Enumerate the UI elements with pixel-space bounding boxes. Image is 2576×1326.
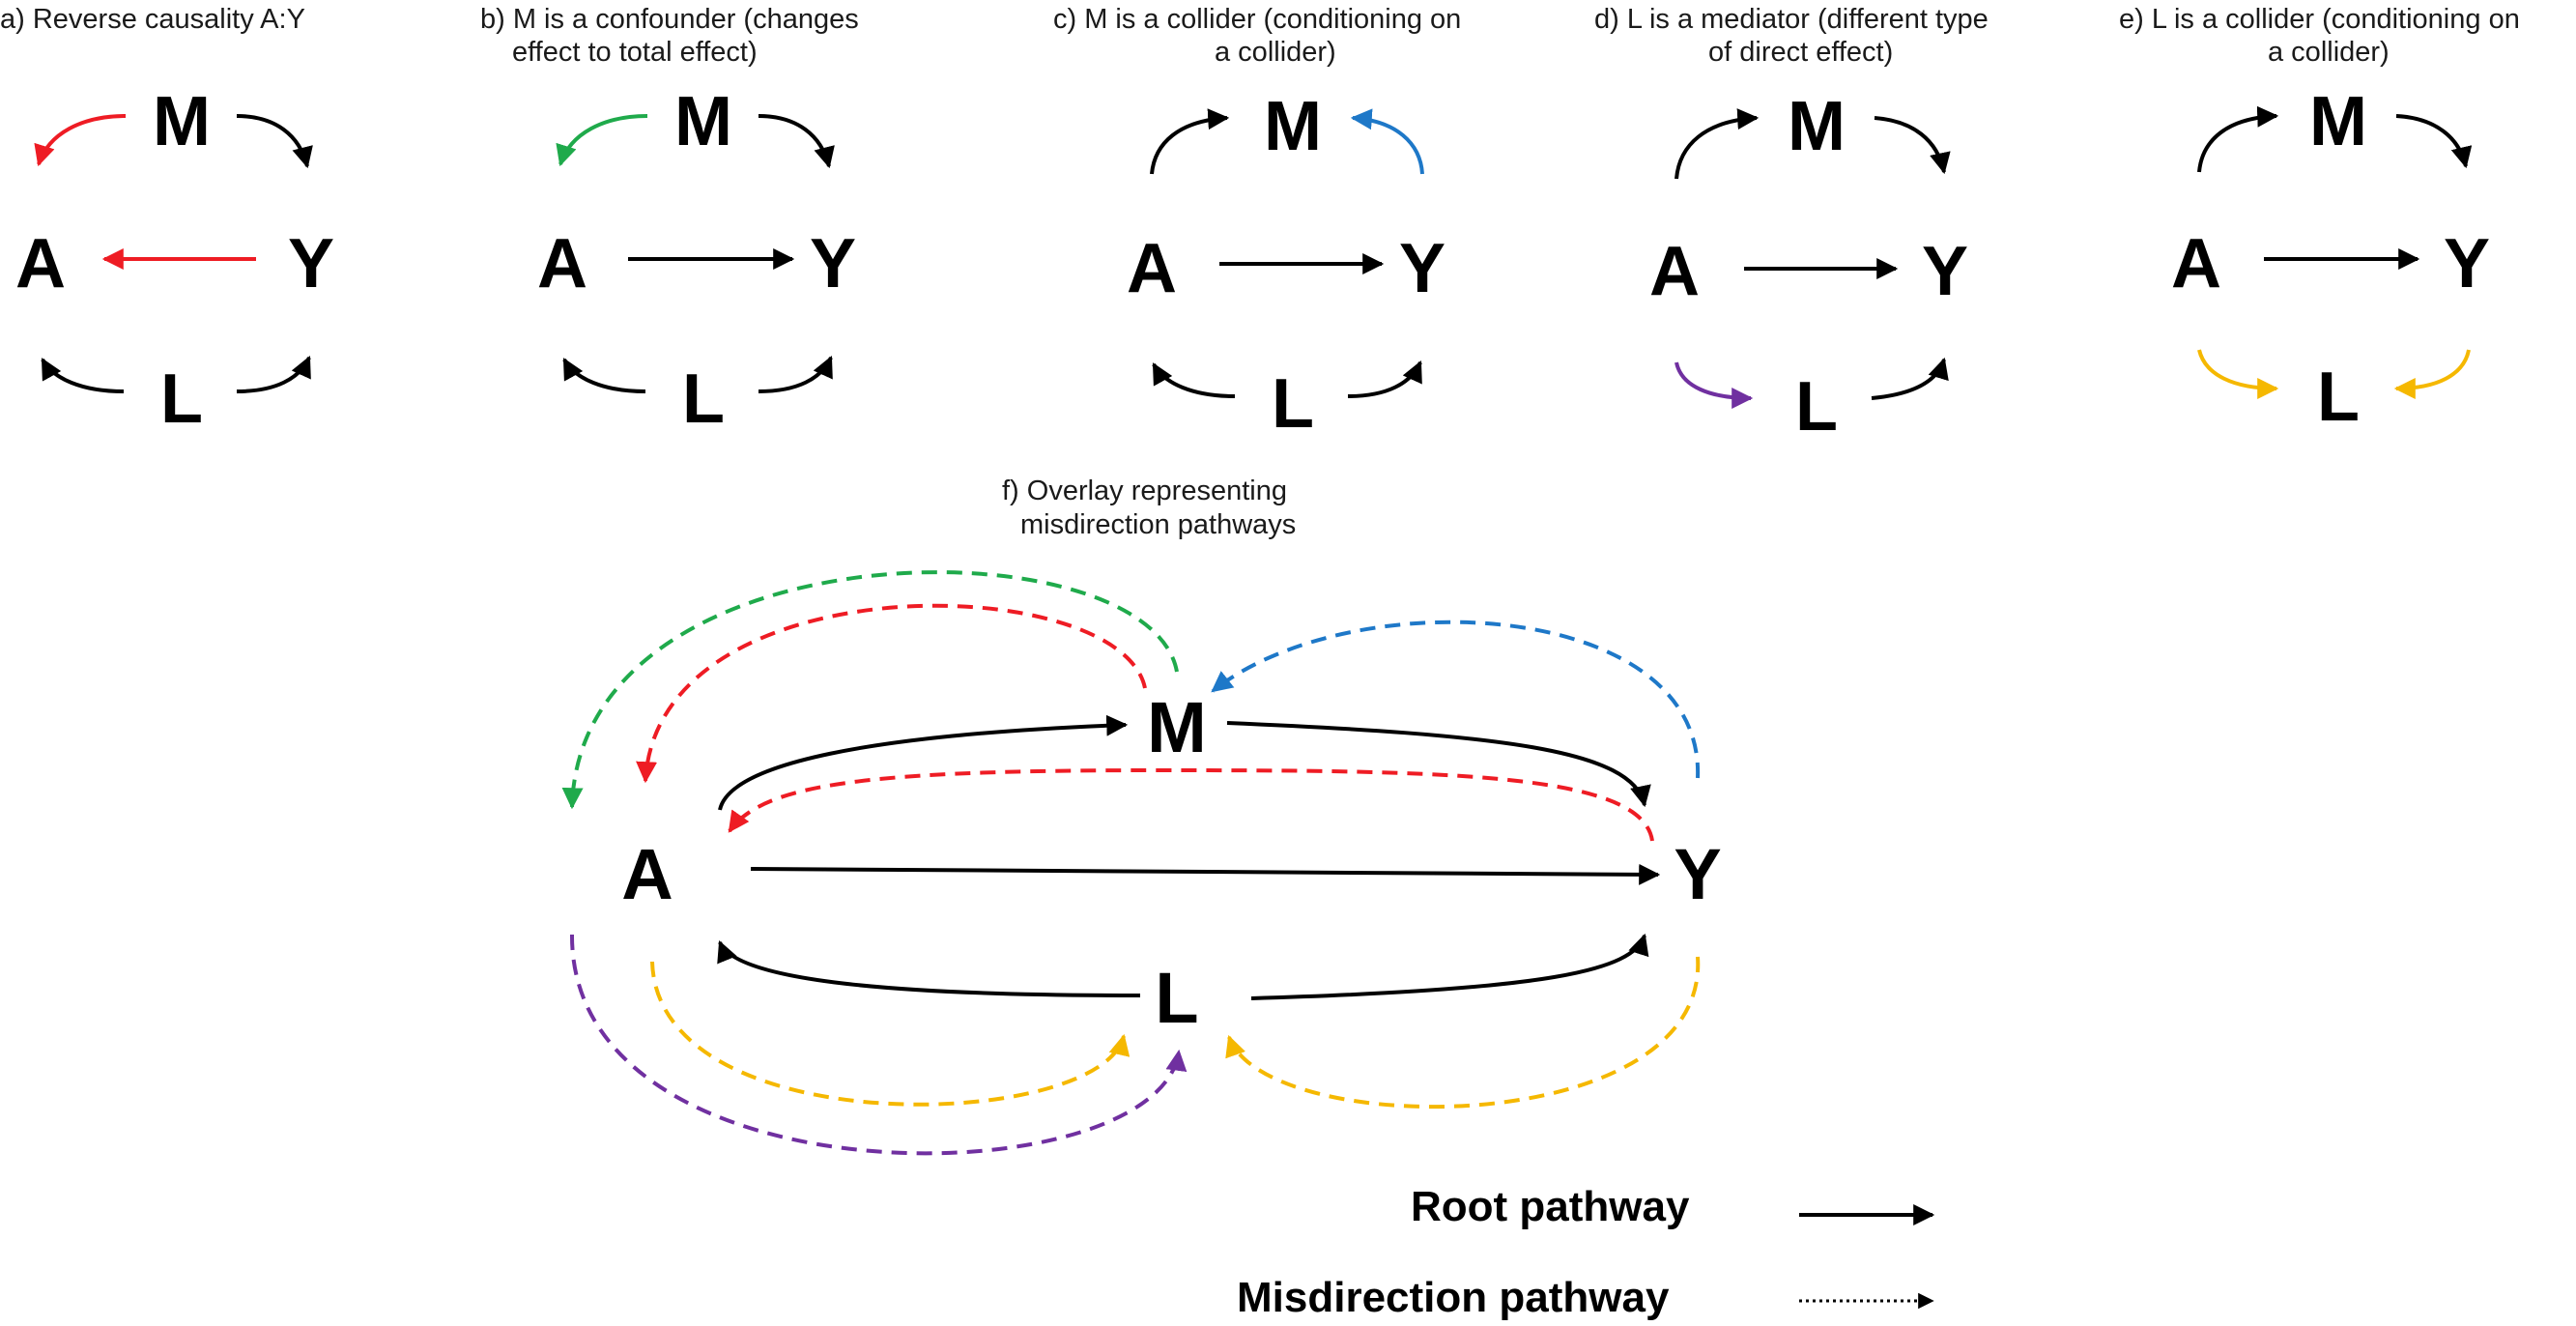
panel-c-arrow-l-y	[1347, 360, 1422, 398]
panel-b-node-m: M	[674, 83, 732, 160]
panel-e-arrow-a-l	[2197, 349, 2279, 399]
panel-e-title-line2: a collider)	[2268, 37, 2390, 68]
panel-f-red-dashed-arrow-y-a	[728, 767, 1654, 842]
panel-e-node-a: A	[2171, 225, 2221, 303]
panel-a-arrow-m-a	[34, 114, 127, 167]
panel-d-arrow-l-y	[1871, 357, 1949, 400]
panel-f-green-dashed-arrow-m-a	[561, 570, 1179, 810]
panel-a-arrow-l-y	[236, 355, 311, 393]
panel-f-node-a: A	[621, 834, 673, 914]
legend-misdirection-label: Misdirection pathway	[1237, 1274, 1670, 1321]
panel-e-node-l: L	[2317, 359, 2360, 436]
panel-f-root-arrow-a-m	[718, 714, 1129, 811]
panel-b-node-l: L	[682, 360, 725, 438]
panel-e-arrow-y-l	[2393, 349, 2471, 399]
panel-f-node-y: Y	[1674, 834, 1721, 914]
panel-d-node-y: Y	[1922, 233, 1968, 310]
panel-a-title: a) Reverse causality A:Y	[0, 4, 305, 35]
panel-b-node-a: A	[537, 225, 587, 303]
panel-f-red-dashed-arrow-m-a	[636, 603, 1147, 784]
panel-f-root-arrow-m-y	[1226, 721, 1651, 808]
panel-b-arrow-l-y	[758, 355, 833, 393]
panel-c-title-line1: c) M is a collider (conditioning on	[1053, 4, 1461, 35]
panel-d-title-line1: d) L is a mediator (different type	[1594, 4, 1989, 35]
panel-d-arrow-a-l	[1674, 361, 1754, 409]
panel-a: a) Reverse causality A:Y M A Y L	[0, 4, 334, 438]
panel-b-arrow-m-y	[758, 114, 835, 169]
panel-a-node-a: A	[15, 225, 66, 303]
panel-f-blue-dashed-arrow-y-m	[1211, 620, 1701, 779]
panel-f-title-line2: misdirection pathways	[1020, 509, 1296, 540]
panel-e-title-line1: e) L is a collider (conditioning on	[2119, 4, 2520, 35]
panel-d: d) L is a mediator (different type of di…	[1594, 4, 1989, 446]
panel-f-node-m: M	[1147, 687, 1207, 767]
legend: Root pathway Misdirection pathway	[1237, 1183, 1935, 1321]
panel-d-title-line2: of direct effect)	[1708, 37, 1893, 68]
panel-a-node-l: L	[160, 360, 203, 438]
panel-e-node-m: M	[2309, 83, 2367, 160]
panel-c: c) M is a collider (conditioning on a co…	[1053, 4, 1461, 443]
panel-c-node-a: A	[1127, 230, 1177, 307]
panel-b-arrow-m-a	[556, 114, 648, 167]
panel-e-arrow-m-y	[2395, 114, 2473, 169]
panel-e-arrow-a-m	[2197, 105, 2279, 173]
panel-f-root-arrow-l-y	[1250, 933, 1649, 1000]
panel-f-title-line1: f) Overlay representing	[1002, 476, 1287, 506]
panel-d-node-a: A	[1649, 233, 1700, 310]
panel-e-node-y: Y	[2444, 225, 2490, 303]
panel-b-title-line2: effect to total effect)	[512, 37, 758, 68]
panel-c-arrow-l-a	[1152, 362, 1236, 398]
panel-d-arrow-a-m	[1674, 108, 1760, 180]
panel-c-node-m: M	[1264, 88, 1322, 165]
panel-b-arrow-l-a	[562, 358, 646, 393]
panel-f-node-l: L	[1155, 958, 1198, 1038]
panel-f-yellow-dashed-arrow-a-l	[650, 961, 1131, 1107]
panel-c-arrow-a-m	[1150, 108, 1230, 175]
panel-f-yellow-dashed-arrow-y-l	[1225, 956, 1701, 1110]
panel-f-root-arrow-a-y	[750, 863, 1661, 885]
panel-c-node-l: L	[1272, 365, 1314, 443]
panel-c-title-line2: a collider)	[1215, 37, 1336, 68]
panel-f-purple-dashed-arrow-a-l	[569, 934, 1188, 1156]
panel-b-node-y: Y	[810, 225, 856, 303]
panel-b-title-line1: b) M is a confounder (changes	[480, 4, 859, 35]
panel-a-node-m: M	[153, 83, 211, 160]
panel-e: e) L is a collider (conditioning on a co…	[2119, 4, 2520, 436]
panel-d-node-l: L	[1795, 368, 1838, 446]
panel-d-node-m: M	[1788, 88, 1846, 165]
legend-root-label: Root pathway	[1411, 1183, 1690, 1230]
panel-d-arrow-m-y	[1874, 116, 1951, 175]
panel-c-arrow-y-m	[1350, 108, 1424, 175]
panel-f: f) Overlay representing misdirection pat…	[561, 476, 1722, 1156]
panel-b: b) M is a confounder (changes effect to …	[480, 4, 859, 438]
panel-f-root-arrow-l-a	[717, 939, 1141, 997]
panel-a-arrow-m-y	[236, 114, 313, 169]
panel-a-arrow-l-a	[41, 358, 125, 393]
panel-a-node-y: Y	[288, 225, 334, 303]
panel-c-node-y: Y	[1399, 230, 1445, 307]
